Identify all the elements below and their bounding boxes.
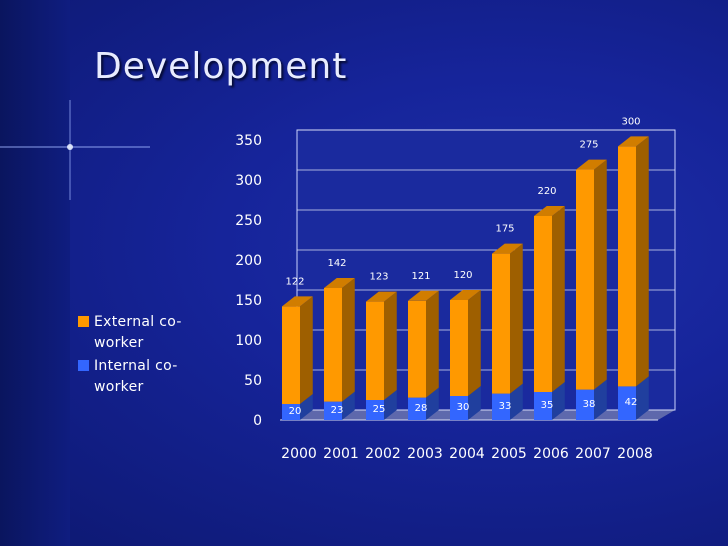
bar — [576, 169, 594, 390]
bar-side — [468, 290, 481, 396]
data-label: 121 — [411, 271, 430, 282]
y-tick-label: 300 — [235, 173, 262, 189]
data-label: 35 — [541, 400, 554, 411]
x-tick-label: 2007 — [575, 446, 611, 462]
data-label: 42 — [625, 397, 638, 408]
bar-side — [342, 391, 355, 420]
bar — [576, 389, 594, 420]
bar-side — [510, 243, 523, 394]
legend-item-internal: Internal co-worker — [78, 356, 198, 398]
bar-side — [300, 296, 313, 404]
bar-side — [552, 382, 565, 420]
bar-top — [408, 290, 439, 301]
bar — [492, 253, 510, 394]
bar-side — [552, 206, 565, 392]
bar-top — [282, 296, 313, 307]
x-tick-label: 2004 — [449, 446, 485, 462]
bar — [450, 300, 468, 396]
y-tick-label: 350 — [235, 133, 262, 149]
bar — [492, 393, 510, 420]
bar-side — [510, 383, 523, 420]
bar-top — [576, 159, 607, 170]
x-tick-label: 2000 — [281, 446, 317, 462]
bar-side — [426, 387, 439, 420]
x-tick-label: 2001 — [323, 446, 359, 462]
y-tick-label: 0 — [253, 413, 262, 429]
x-tick-label: 2008 — [617, 446, 653, 462]
bar-side — [468, 386, 481, 420]
bar-top — [618, 136, 649, 147]
x-tick-label: 2005 — [491, 446, 527, 462]
bar — [282, 306, 300, 404]
bar — [534, 392, 552, 420]
x-tick-label: 2002 — [365, 446, 401, 462]
data-label: 120 — [453, 270, 472, 281]
bar-side — [594, 159, 607, 390]
legend-item-external: External co-worker — [78, 312, 198, 354]
data-label: 122 — [285, 276, 304, 287]
bar — [534, 216, 552, 392]
bar-top — [450, 290, 481, 300]
slide-side-band — [0, 0, 70, 546]
x-tick-label: 2003 — [407, 446, 443, 462]
bar-top — [534, 206, 565, 216]
bar — [324, 288, 342, 402]
bar-top — [366, 291, 397, 302]
chart-legend: External co-worker Internal co-worker — [78, 312, 198, 400]
data-label: 38 — [583, 399, 596, 410]
data-label: 25 — [373, 404, 386, 415]
data-label: 300 — [621, 116, 640, 127]
data-label: 33 — [499, 401, 512, 412]
bar-side — [636, 136, 649, 387]
bar-top — [492, 243, 523, 254]
bar-top — [324, 278, 355, 288]
data-label: 275 — [579, 140, 598, 151]
legend-swatch-internal — [78, 360, 89, 371]
data-label: 23 — [331, 405, 344, 416]
bar — [408, 397, 426, 420]
bar — [408, 300, 426, 398]
y-tick-label: 200 — [235, 253, 262, 269]
bar — [366, 301, 384, 400]
bar — [366, 400, 384, 420]
bar-side — [426, 290, 439, 398]
bar — [450, 396, 468, 420]
y-tick-label: 250 — [235, 213, 262, 229]
bar-side — [636, 376, 649, 420]
bar-side — [342, 278, 355, 402]
y-tick-label: 100 — [235, 333, 262, 349]
data-label: 220 — [537, 186, 556, 197]
data-label: 30 — [457, 402, 470, 413]
bar — [282, 404, 300, 420]
x-tick-label: 2006 — [533, 446, 569, 462]
y-tick-label: 50 — [244, 373, 262, 389]
data-label: 123 — [369, 272, 388, 283]
data-label: 142 — [327, 258, 346, 269]
legend-swatch-external — [78, 316, 89, 327]
data-label: 20 — [289, 406, 302, 417]
legend-label-internal: Internal co-worker — [94, 358, 178, 395]
y-tick-label: 150 — [235, 293, 262, 309]
chart-back-wall — [296, 129, 676, 411]
bar-side — [594, 379, 607, 420]
slide-title: Development — [94, 46, 348, 87]
bar — [324, 401, 342, 420]
bar — [618, 146, 636, 387]
bar-side — [300, 394, 313, 420]
data-label: 175 — [495, 224, 514, 235]
data-label: 28 — [415, 403, 428, 414]
bar — [618, 386, 636, 420]
bar-side — [384, 291, 397, 400]
legend-label-external: External co-worker — [94, 314, 182, 351]
